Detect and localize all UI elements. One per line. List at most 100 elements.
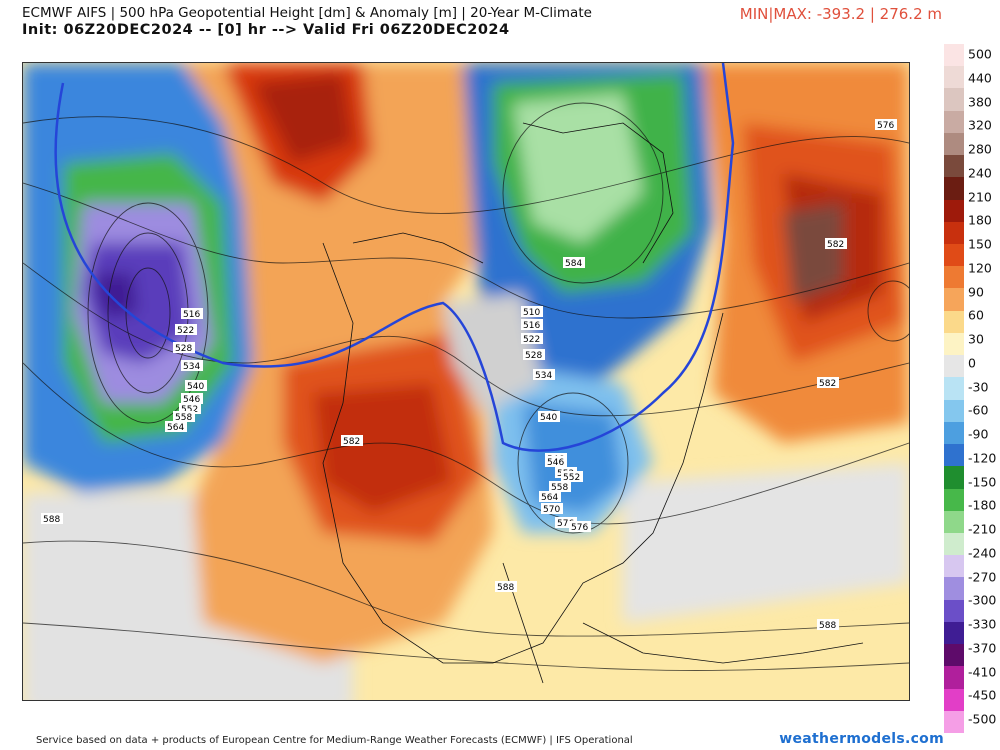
svg-text:522: 522 xyxy=(177,326,194,336)
colorbar-swatch xyxy=(944,644,964,667)
contour-label: 552 xyxy=(179,403,201,415)
svg-text:582: 582 xyxy=(827,240,844,250)
contour-label: 582 xyxy=(817,377,839,389)
svg-text:588: 588 xyxy=(43,515,60,525)
colorbar-swatch xyxy=(944,377,964,401)
contour-label: 552 xyxy=(561,471,583,483)
colorbar-swatch xyxy=(944,488,964,512)
colorbar-swatch xyxy=(944,621,964,645)
svg-text:516: 516 xyxy=(183,310,200,320)
colorbar-swatch xyxy=(944,466,964,489)
svg-text:576: 576 xyxy=(877,121,894,131)
contour-label: 528 xyxy=(173,342,195,354)
contour-label: 546 xyxy=(181,393,203,405)
colorbar-label: 150 xyxy=(968,236,992,252)
svg-text:516: 516 xyxy=(523,321,540,331)
colorbar-swatch xyxy=(944,710,964,734)
colorbar-label: -330 xyxy=(968,616,997,632)
contour-label: 528 xyxy=(523,349,545,361)
colorbar-label: -60 xyxy=(968,402,989,418)
colorbar-label: -240 xyxy=(968,545,997,561)
colorbar-label: 500 xyxy=(968,46,992,62)
colorbar-swatch xyxy=(944,599,964,623)
colorbar-swatch xyxy=(944,666,964,690)
colorbar-label: -210 xyxy=(968,521,997,537)
colorbar-swatch xyxy=(944,577,964,601)
colorbar-label: 180 xyxy=(968,212,992,228)
data-credit: Service based on data + products of Euro… xyxy=(36,735,633,746)
svg-text:528: 528 xyxy=(525,351,542,361)
colorbar-label: -30 xyxy=(968,379,989,394)
contour-label: 582 xyxy=(825,238,847,250)
svg-text:534: 534 xyxy=(535,371,552,381)
colorbar-swatch xyxy=(944,399,964,423)
brand-link[interactable]: weathermodels.com xyxy=(779,731,944,747)
contour-label: 576 xyxy=(569,521,591,533)
svg-text:552: 552 xyxy=(563,473,580,483)
colorbar-label: -300 xyxy=(968,592,997,608)
colorbar-label: 440 xyxy=(968,70,992,86)
anomaly-colorbar xyxy=(944,44,964,734)
colorbar-label: -270 xyxy=(968,569,997,584)
colorbar-swatch xyxy=(944,177,964,201)
colorbar-swatch xyxy=(944,510,964,534)
svg-text:570: 570 xyxy=(543,505,560,515)
colorbar-swatch xyxy=(944,421,964,445)
svg-text:510: 510 xyxy=(523,308,540,318)
contour-label: 534 xyxy=(181,360,203,372)
init-valid-time: Init: 06Z20DEC2024 -- [0] hr --> Valid F… xyxy=(22,22,510,38)
map-canvas: 576 582 584 510 516 522 528 534 540 546 … xyxy=(23,63,909,700)
colorbar-label: 60 xyxy=(968,307,984,323)
colorbar-swatch xyxy=(944,355,964,378)
colorbar-swatch xyxy=(944,244,964,267)
svg-text:582: 582 xyxy=(819,379,836,389)
svg-text:588: 588 xyxy=(819,621,836,631)
colorbar-swatch xyxy=(944,88,964,112)
svg-text:546: 546 xyxy=(183,395,200,405)
colorbar-swatch xyxy=(944,444,964,467)
contour-label: 540 xyxy=(538,411,560,423)
colorbar-label: -150 xyxy=(968,474,997,489)
contour-label: 584 xyxy=(563,257,585,269)
contour-label: 582 xyxy=(341,435,363,447)
contour-label: 516 xyxy=(181,308,203,320)
contour-label: 564 xyxy=(539,491,561,503)
svg-text:582: 582 xyxy=(343,437,360,447)
colorbar-label: -120 xyxy=(968,450,997,466)
contour-label: 540 xyxy=(185,380,207,392)
contour-label: 576 xyxy=(555,517,577,529)
colorbar-swatch xyxy=(944,155,964,178)
contour-label: 588 xyxy=(41,513,63,525)
map-title: ECMWF AIFS | 500 hPa Geopotential Height… xyxy=(22,5,592,21)
svg-text:588: 588 xyxy=(497,583,514,593)
svg-text:564: 564 xyxy=(167,423,184,433)
contour-label: 534 xyxy=(533,369,555,381)
svg-text:584: 584 xyxy=(565,259,582,269)
min-max-readout: MIN|MAX: -393.2 | 276.2 m xyxy=(739,5,942,23)
contour-label: 576 xyxy=(875,119,897,131)
svg-text:528: 528 xyxy=(175,344,192,354)
colorbar-swatch xyxy=(944,221,964,245)
contour-label: 570 xyxy=(541,503,563,515)
colorbar-label: -450 xyxy=(968,687,997,703)
colorbar-swatch xyxy=(944,688,964,712)
colorbar-label: 380 xyxy=(968,94,992,109)
contour-label: 516 xyxy=(521,319,543,331)
colorbar-swatch xyxy=(944,288,964,312)
colorbar-label: -500 xyxy=(968,711,997,727)
svg-text:558: 558 xyxy=(175,413,192,423)
colorbar-label: -370 xyxy=(968,640,997,656)
colorbar-label: 320 xyxy=(968,117,992,133)
anomaly-map: 576 582 584 510 516 522 528 534 540 546 … xyxy=(22,62,910,701)
colorbar-label: 90 xyxy=(968,284,984,299)
colorbar-swatch xyxy=(944,332,964,356)
colorbar-label: 280 xyxy=(968,141,992,157)
svg-text:558: 558 xyxy=(551,483,568,493)
contour-label: 588 xyxy=(495,581,517,593)
colorbar-label: 30 xyxy=(968,331,984,347)
colorbar-swatch xyxy=(944,132,964,156)
colorbar-swatch xyxy=(944,310,964,334)
colorbar-label: -180 xyxy=(968,497,997,513)
svg-text:540: 540 xyxy=(540,413,557,423)
colorbar-label: 120 xyxy=(968,260,992,276)
